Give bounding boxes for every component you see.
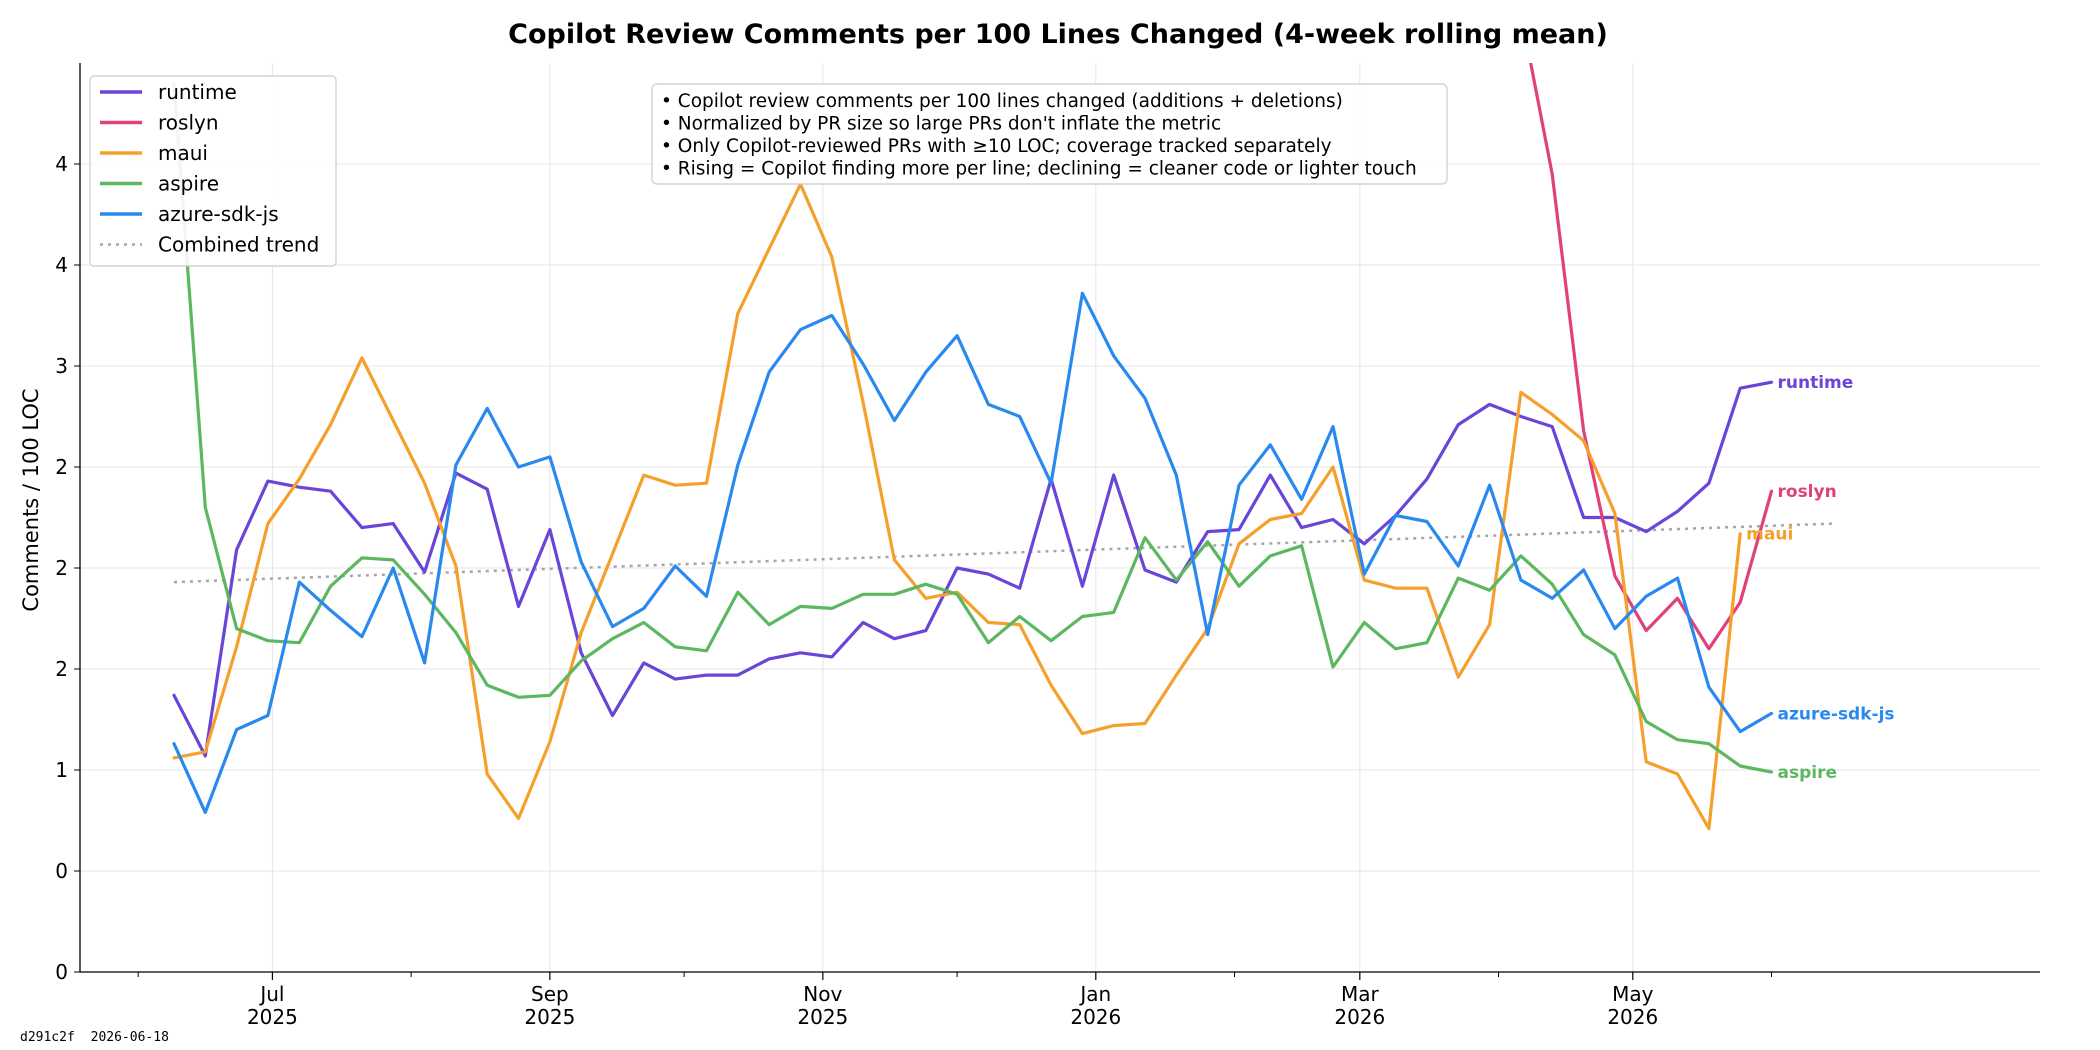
x-tick-label-month: May (1612, 982, 1654, 1006)
x-tick-label-year: 2026 (1607, 1005, 1658, 1029)
legend: runtime roslyn maui aspire azure-sdk-js Combi… (89, 75, 337, 267)
y-tick-label: 3 (55, 354, 68, 378)
legend-label-aspire: aspire (158, 172, 219, 196)
y-tick-label: 2 (55, 556, 68, 580)
series-line-maui (172, 182, 1742, 831)
x-tick-label-month: Nov (803, 982, 842, 1006)
annotation-line: • Rising = Copilot finding more per line… (661, 159, 1417, 180)
legend-label-combined-trend: Combined trend (158, 233, 319, 257)
grid-lines (80, 63, 2040, 973)
y-tick-label: 2 (55, 455, 68, 479)
x-tick-label-year: 2025 (524, 1005, 575, 1029)
annotation-frame (651, 83, 1448, 185)
series-end-label-aspire: aspire (1778, 763, 1838, 783)
x-tick-label-month: Mar (1341, 982, 1380, 1006)
y-tick-label: 1 (55, 758, 68, 782)
x-tick-label-year: 2026 (1334, 1005, 1385, 1029)
legend-label-azure-sdk-js: azure-sdk-js (158, 202, 279, 226)
y-tick-label: 4 (55, 152, 68, 176)
series-end-label-azure-sdk-js: azure-sdk-js (1778, 704, 1895, 724)
trend-layer (173, 522, 1835, 584)
y-tick-label: 0 (55, 960, 68, 984)
y-tick-label: 2 (55, 657, 68, 681)
x-tick-label-month: Sep (531, 982, 569, 1006)
series-line-roslyn (1529, 63, 1774, 651)
legend-label-maui: maui (158, 141, 208, 165)
series-line-azure-sdk-js (172, 291, 1774, 814)
series-end-label-maui: maui (1746, 525, 1793, 545)
x-tick-label-year: 2025 (247, 1005, 298, 1029)
series-line-runtime (172, 380, 1774, 758)
annotation-line: • Normalized by PR size so large PRs don… (661, 114, 1221, 135)
x-tick-label-month: Jul (258, 982, 284, 1006)
series-end-label-roslyn: roslyn (1778, 482, 1837, 502)
footer: d291c2f 2026-06-18 (20, 1030, 169, 1045)
axes: 001222344Jul2025Sep2025Nov2025Jan2026Mar… (55, 63, 2040, 1029)
footer-date: 2026-06-18 (90, 1030, 169, 1045)
x-tick-label-year: 2025 (797, 1005, 848, 1029)
y-tick-label: 0 (55, 859, 68, 883)
chart-title: Copilot Review Comments per 100 Lines Ch… (508, 19, 1608, 50)
series-line-aspire (172, 81, 1774, 774)
series-end-labels: runtime roslyn maui aspire azure-sdk-js (1746, 373, 1894, 783)
legend-frame (89, 75, 337, 267)
x-tick-label-month: Jan (1078, 982, 1111, 1006)
y-axis-label: Comments / 100 LOC (19, 388, 43, 611)
footer-hash: d291c2f (20, 1030, 75, 1045)
legend-label-roslyn: roslyn (158, 111, 219, 135)
legend-label-runtime: runtime (158, 80, 237, 104)
series-layer (172, 63, 1774, 831)
y-tick-label: 4 (55, 253, 68, 277)
annotation-box: • Copilot review comments per 100 lines … (651, 83, 1448, 185)
x-tick-label-year: 2026 (1070, 1005, 1121, 1029)
series-end-label-runtime: runtime (1778, 373, 1854, 393)
annotation-line: • Only Copilot-reviewed PRs with ≥10 LOC… (661, 136, 1332, 157)
annotation-line: • Copilot review comments per 100 lines … (661, 91, 1343, 112)
trend-line (173, 522, 1835, 584)
